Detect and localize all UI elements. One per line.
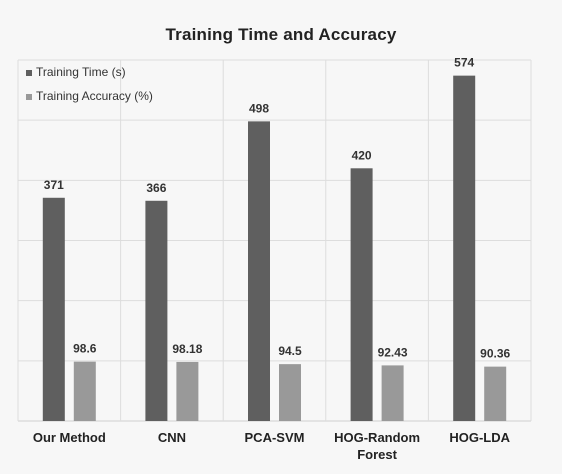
data-label: 98.18 [172, 342, 202, 356]
data-label: 366 [146, 181, 166, 195]
bar-training-time [248, 121, 270, 422]
x-tick-label: Forest [357, 447, 397, 462]
bar-training-time [350, 168, 373, 421]
data-label: 371 [44, 178, 64, 192]
bar-training-time [145, 200, 168, 421]
bar-training-accuracy [484, 366, 507, 421]
bar-training-time [42, 197, 65, 421]
data-label: 498 [249, 101, 269, 115]
legend-swatch [26, 70, 32, 76]
data-label: 92.43 [378, 345, 408, 359]
bar-training-accuracy [176, 361, 199, 421]
bar-training-accuracy [279, 364, 301, 421]
bar-training-accuracy [73, 361, 96, 421]
legend-swatch [26, 94, 32, 100]
data-label: 574 [454, 56, 474, 70]
data-label: 90.36 [480, 347, 510, 361]
x-tick-label: CNN [158, 430, 186, 445]
legend-label: Training Accuracy (%) [36, 89, 153, 103]
x-tick-label: HOG-Random [334, 430, 420, 445]
bar-training-time [453, 75, 476, 421]
data-label: 94.5 [278, 344, 302, 358]
data-label: 98.6 [73, 342, 97, 356]
x-tick-label: Our Method [33, 430, 106, 445]
legend-label: Training Time (s) [36, 65, 126, 79]
x-tick-label: PCA-SVM [245, 430, 305, 445]
bar-training-accuracy [381, 365, 404, 421]
data-label: 420 [352, 148, 372, 162]
x-tick-label: HOG-LDA [449, 430, 510, 445]
chart-title: Training Time and Accuracy [165, 25, 397, 44]
